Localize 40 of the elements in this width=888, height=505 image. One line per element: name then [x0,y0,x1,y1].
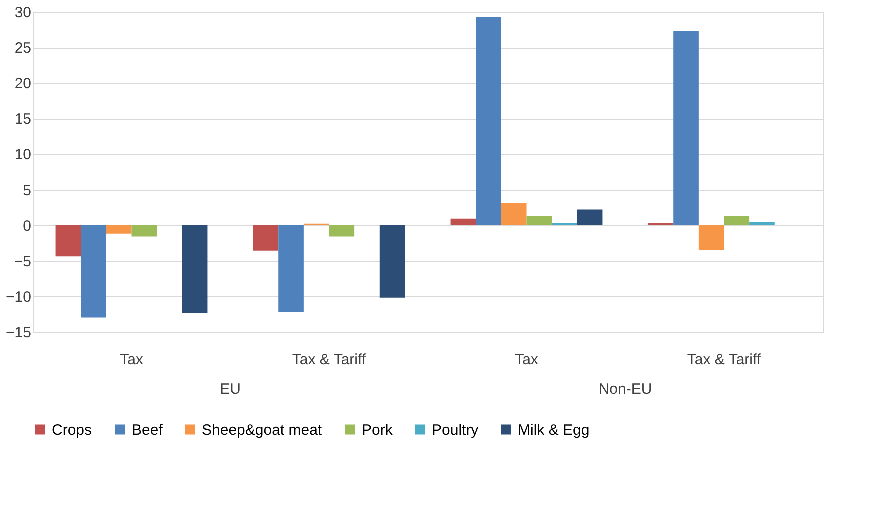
legend-label: Sheep&goat meat [202,422,323,439]
bar [380,225,406,298]
bar [476,16,502,226]
y-tick-label: 0 [23,218,32,235]
legend-label: Milk & Egg [518,422,590,439]
bar [526,216,552,226]
bar [724,216,750,226]
y-tick-label: 20 [14,76,32,93]
bar [577,210,603,226]
y-tick-label: 15 [14,111,32,128]
legend-label: Pork [362,422,394,439]
legend-label: Poultry [432,422,480,439]
bar [106,225,132,234]
text: Non-EU [598,381,652,398]
y-tick-label: −15 [6,324,32,342]
bar [674,31,699,226]
bar [698,225,724,250]
y-tick-label: 10 [14,146,32,164]
bar [278,225,304,312]
y-tick-label: 30 [14,4,32,22]
bar [329,225,355,237]
x-tick-label: Tax & Tariff [292,352,367,368]
bar [56,225,82,257]
legend-label: Beef [132,422,164,439]
bar [182,225,208,314]
y-tick-label: −10 [6,288,32,306]
bar [132,225,158,237]
bar [450,218,476,226]
y-tick-label: 25 [14,40,32,58]
x-tick-label: Tax & Tariff [687,352,762,368]
x-tick-label: Tax [515,352,539,368]
x-tick-label: Tax [120,352,144,368]
bar [81,225,106,318]
text: EU [220,381,241,398]
legend-label: Crops [52,422,92,439]
y-tick-label: 5 [23,182,32,200]
bar [750,222,775,226]
bar [501,203,527,226]
y-tick-label: −5 [14,253,32,270]
bar [253,225,279,251]
